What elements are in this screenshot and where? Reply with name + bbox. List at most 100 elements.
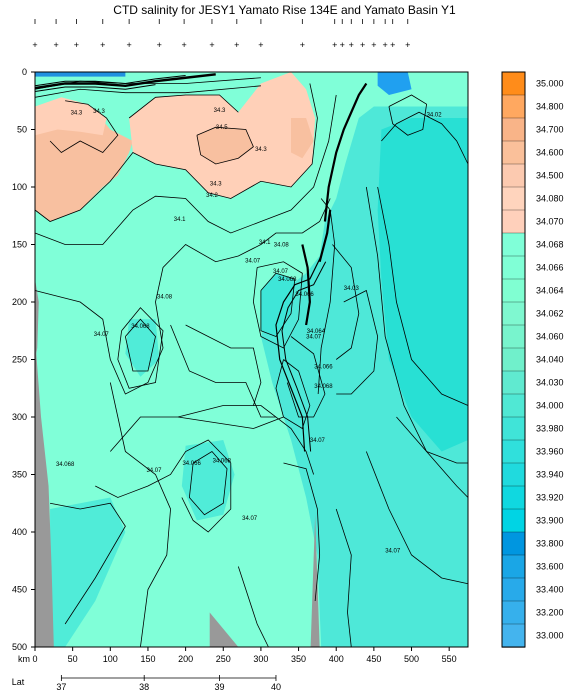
colorbar-cell xyxy=(501,163,526,188)
contour-line xyxy=(124,318,156,372)
contour-label: 34.3 xyxy=(255,147,267,153)
contour-line xyxy=(252,261,303,349)
colorbar-cell xyxy=(501,209,526,234)
station-marker: + xyxy=(181,40,186,50)
x-tick-label: 450 xyxy=(366,654,381,664)
colorbar-cell xyxy=(501,485,526,510)
front-line xyxy=(318,209,332,263)
contour-line xyxy=(336,289,379,395)
colorbar-cell xyxy=(501,117,526,142)
colorbar-frame xyxy=(501,71,526,648)
x-tick-label: 300 xyxy=(253,654,268,664)
contour-line xyxy=(365,451,469,585)
y-tick-label: 100 xyxy=(12,182,27,192)
colorbar-label: 34.060 xyxy=(536,332,564,342)
contour-line xyxy=(109,382,171,648)
contour-label: 34.07 xyxy=(385,548,401,554)
colorbar-label: 34.030 xyxy=(536,378,564,388)
colorbar-cell xyxy=(501,370,526,395)
y-tick-label: 450 xyxy=(12,585,27,595)
contour-label: 34.3 xyxy=(71,110,83,116)
y-tick-label: 50 xyxy=(17,125,27,135)
high-salinity-core xyxy=(196,127,254,164)
station-marker: + xyxy=(332,40,337,50)
contour-line xyxy=(332,244,360,360)
colorbar-label: 34.800 xyxy=(536,102,564,112)
contour-label: 34.1 xyxy=(174,217,186,223)
colorbar-cell xyxy=(501,94,526,119)
contour-line xyxy=(185,324,262,406)
station-marker: + xyxy=(100,40,105,50)
station-marker: + xyxy=(405,40,410,50)
colorbar-label: 33.400 xyxy=(536,585,564,595)
contour-label: 34.068 xyxy=(278,277,297,283)
low-salinity-lens-south xyxy=(181,440,235,521)
colorbar-label: 34.070 xyxy=(536,217,564,227)
contour-line xyxy=(275,359,311,430)
station-marker: + xyxy=(383,40,388,50)
contour-label: 34.07 xyxy=(310,438,326,444)
station-marker: + xyxy=(390,40,395,50)
contour-label: 34.08 xyxy=(157,294,173,300)
contour-label: 34.02 xyxy=(427,113,443,119)
y-tick-label: 150 xyxy=(12,240,27,250)
colorbar-label: 33.900 xyxy=(536,516,564,526)
x-tick-label: 500 xyxy=(404,654,419,664)
high-salinity-west-top xyxy=(35,97,107,136)
colorbar-label: 34.700 xyxy=(536,125,564,135)
contour-label: 34.068 xyxy=(314,384,333,390)
y-tick-label: 350 xyxy=(12,470,27,480)
fresh-surface-west xyxy=(35,72,126,77)
contour-line xyxy=(34,198,331,395)
contour-line xyxy=(388,94,428,136)
low-salinity-east-core xyxy=(377,118,468,452)
contour-line xyxy=(381,111,469,165)
contour-line xyxy=(34,94,337,245)
station-marker: + xyxy=(340,40,345,50)
colorbar-cell xyxy=(501,531,526,556)
station-marker: + xyxy=(53,40,58,50)
colorbar-label: 34.066 xyxy=(536,263,564,273)
seafloor-west xyxy=(35,336,54,647)
high-salinity-east xyxy=(291,118,314,159)
station-marker: + xyxy=(32,40,37,50)
contour-label: 34.3 xyxy=(93,109,105,115)
contour-line xyxy=(317,198,336,395)
station-marker: + xyxy=(157,40,162,50)
colorbar-cell xyxy=(501,416,526,441)
contour-label: 34.068 xyxy=(131,324,150,330)
colorbar-cell xyxy=(501,140,526,165)
colorbar-label: 34.068 xyxy=(536,240,564,250)
colorbar-cell xyxy=(501,324,526,349)
x-tick-label: 200 xyxy=(178,654,193,664)
contour-label: 34.064 xyxy=(307,329,326,335)
contour-line xyxy=(396,416,468,464)
contour-line xyxy=(286,336,326,418)
contour-label: 34.08 xyxy=(274,243,290,249)
station-marker: + xyxy=(234,40,239,50)
contour-label: 34.066 xyxy=(314,364,333,370)
colorbar-cell xyxy=(501,278,526,303)
station-marker: + xyxy=(360,40,365,50)
contour-label: 34.03 xyxy=(344,286,360,292)
colorbar-label: 34.000 xyxy=(536,401,564,411)
y-tick-label: 300 xyxy=(12,412,27,422)
contour-label: 34.066 xyxy=(182,461,201,467)
front-line xyxy=(281,261,327,452)
colorbar-cell xyxy=(501,508,526,533)
station-marker: + xyxy=(371,40,376,50)
x-tick-label: 550 xyxy=(442,654,457,664)
colorbar-cell xyxy=(501,577,526,602)
contour-label: 34.3 xyxy=(210,182,222,188)
contour-label: 34.066 xyxy=(295,292,314,298)
y-tick-label: 200 xyxy=(12,297,27,307)
colorbar-label: 34.080 xyxy=(536,194,564,204)
x-tick-label: 50 xyxy=(68,654,78,664)
y-tick-label: 500 xyxy=(12,642,27,652)
colorbar-label: 33.000 xyxy=(536,631,564,641)
colorbar-label: 34.500 xyxy=(536,171,564,181)
colorbar-label: 33.600 xyxy=(536,562,564,572)
colorbar-label: 34.040 xyxy=(536,355,564,365)
contour-label: 34.1 xyxy=(259,240,271,246)
